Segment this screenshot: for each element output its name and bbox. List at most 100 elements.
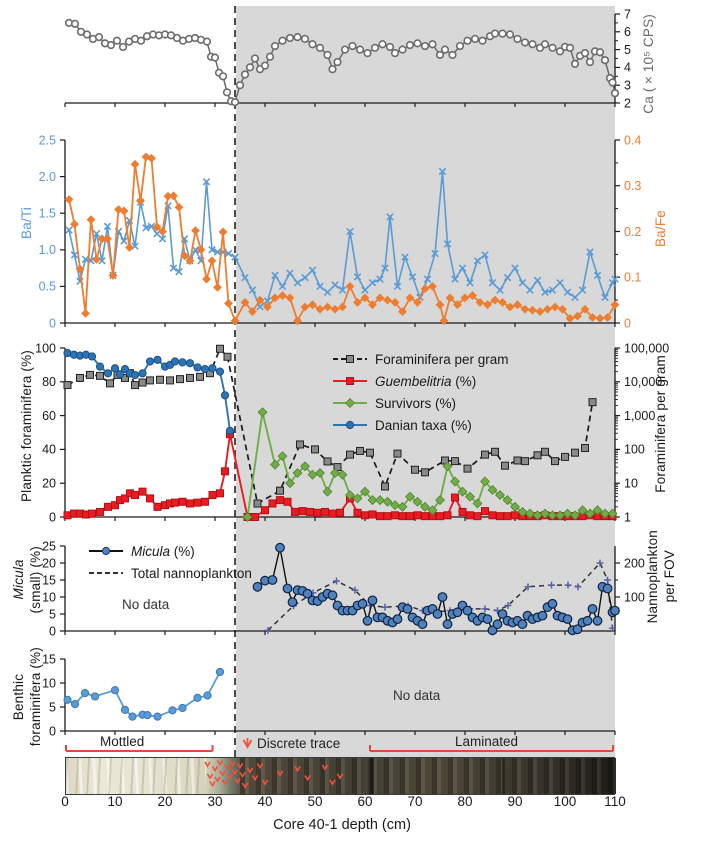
- svg-text:40: 40: [42, 443, 56, 457]
- series-benthic-foraminifera: [63, 667, 225, 721]
- laminated-bracket: [369, 745, 614, 752]
- svg-text:4: 4: [624, 61, 631, 75]
- trace-fossil-marker-icon: [221, 779, 229, 786]
- series-foraminifera-per-gram: [63, 344, 597, 508]
- trace-fossil-marker-icon: [276, 770, 284, 777]
- svg-text:10: 10: [42, 676, 56, 690]
- svg-text:5: 5: [49, 607, 56, 621]
- trace-fossil-marker-icon: [224, 764, 231, 771]
- trace-fossil-marker-icon: [336, 773, 344, 780]
- svg-text:100: 100: [624, 443, 645, 457]
- svg-text:80: 80: [42, 375, 56, 389]
- legend-item: Micula (%): [88, 540, 252, 562]
- lithology-label-mottled: Mottled: [100, 734, 145, 749]
- svg-text:2.5: 2.5: [39, 133, 56, 147]
- svg-text:1: 1: [624, 510, 631, 524]
- series-ba-ti: [65, 167, 619, 311]
- svg-text:0: 0: [49, 316, 56, 330]
- legend-label: Micula (%): [131, 543, 195, 559]
- legend-item: Survivors (%): [332, 392, 509, 414]
- svg-text:60: 60: [42, 409, 56, 423]
- trace-fossil-marker-icon: [304, 774, 311, 782]
- trace-fossil-marker-icon: [261, 779, 269, 786]
- legend-swatch-icon: [333, 398, 367, 408]
- axis-label-ba-fe: Ba/Fe: [653, 210, 668, 248]
- svg-text:6: 6: [624, 25, 631, 39]
- trace-fossil-marker-icon: [321, 764, 329, 771]
- trace-fossil-marker-icon: [231, 768, 239, 776]
- x-axis-title: Core 40-1 depth (cm): [273, 817, 411, 833]
- x-tick-label: 80: [457, 794, 472, 809]
- trace-fossil-marker-icon: [209, 780, 216, 788]
- legend-item: Foraminifera per gram: [332, 348, 509, 370]
- svg-text:7: 7: [624, 7, 631, 21]
- trace-fossil-marker-icon: [251, 774, 259, 782]
- svg-text:100: 100: [35, 341, 56, 355]
- legend-swatch-icon: [89, 546, 123, 556]
- svg-text:0: 0: [49, 724, 56, 738]
- svg-text:20: 20: [42, 556, 56, 570]
- legend-label: Total nannoplankton: [131, 565, 252, 581]
- svg-text:0.4: 0.4: [624, 133, 641, 147]
- trace-fossil-marker-icon: [294, 765, 301, 773]
- svg-text:0.1: 0.1: [624, 271, 641, 285]
- svg-text:10,000: 10,000: [624, 375, 662, 389]
- x-tick-label: 40: [257, 794, 272, 809]
- trace-fossil-marker-icon: [216, 759, 224, 767]
- svg-text:0: 0: [624, 316, 631, 330]
- svg-text:0: 0: [49, 510, 56, 524]
- axis-label-foram-per-gram: Foraminifera per gram: [653, 355, 668, 493]
- x-tick-label: 20: [157, 794, 172, 809]
- legend-item: Guembelitria (%): [332, 370, 509, 392]
- axis-label-micula: Micula (small) (%): [11, 546, 43, 614]
- x-tick-label: 110: [604, 794, 626, 809]
- core-seam: [370, 758, 374, 794]
- core-section-mottled: [66, 758, 206, 794]
- axis-label-planktic: Planktic foraminifera (%): [19, 350, 34, 503]
- gray-shaded-zone: [236, 6, 615, 757]
- axis-label-benthic: Benthic foraminifera (%): [11, 647, 43, 747]
- trace-fossil-marker-icon: [226, 773, 234, 780]
- core-section-laminated: [240, 758, 616, 794]
- trace-fossil-marker-icon: [234, 777, 241, 785]
- x-tick-label: 0: [61, 794, 69, 809]
- svg-text:3: 3: [624, 79, 631, 93]
- svg-text:0.5: 0.5: [39, 280, 56, 294]
- discrete-trace-arrow-icon: [242, 738, 253, 749]
- trace-fossil-marker-icon: [229, 760, 236, 767]
- trace-fossil-marker-icon: [256, 762, 264, 770]
- series-micula: [252, 542, 620, 636]
- trace-fossil-marker-icon: [219, 770, 226, 777]
- legend-label: Danian taxa (%): [375, 417, 472, 433]
- svg-text:100: 100: [624, 590, 645, 604]
- legend-swatch-icon: [89, 572, 123, 574]
- svg-text:0.2: 0.2: [624, 225, 641, 239]
- legend-swatch-icon: [333, 377, 367, 385]
- trace-fossil-marker-icon: [206, 773, 214, 780]
- x-tick-label: 30: [207, 794, 222, 809]
- x-tick-label: 10: [107, 794, 122, 809]
- legend-item: Total nannoplankton: [88, 562, 252, 584]
- trace-fossil-marker-icon: [241, 782, 249, 789]
- svg-text:5: 5: [624, 43, 631, 57]
- axis-label-nannoplankton: Nannoplankton per FOV: [645, 530, 677, 624]
- legend-foraminifera-panel: Foraminifera per gram Guembelitria (%) Sur…: [332, 348, 509, 436]
- svg-text:15: 15: [42, 652, 56, 666]
- series-ca: [64, 18, 620, 107]
- svg-text:200: 200: [624, 556, 645, 570]
- lithology-label-laminated: Laminated: [455, 734, 519, 749]
- trace-fossil-marker-icon: [236, 762, 244, 770]
- legend-nannoplankton-panel: Micula (%) Total nannoplankton: [88, 540, 252, 584]
- svg-text:1.0: 1.0: [39, 243, 56, 257]
- svg-text:10: 10: [42, 590, 56, 604]
- legend-swatch-icon: [333, 420, 367, 430]
- series-survivors: [242, 407, 618, 522]
- trace-fossil-marker-icon: [246, 767, 254, 774]
- legend-item: Danian taxa (%): [332, 414, 509, 436]
- svg-text:0.3: 0.3: [624, 179, 641, 193]
- svg-text:10: 10: [624, 477, 638, 491]
- svg-text:100,000: 100,000: [624, 341, 669, 355]
- trace-fossil-marker-icon: [214, 776, 221, 783]
